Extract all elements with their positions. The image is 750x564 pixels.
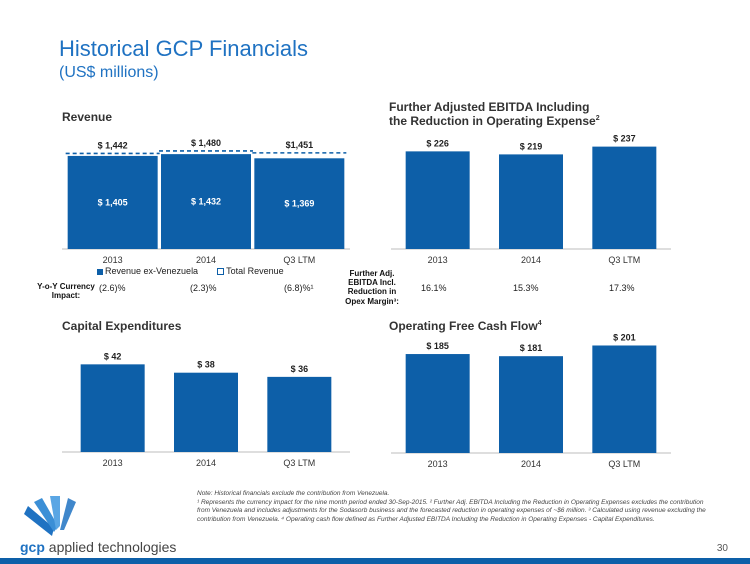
page-subtitle: (US$ millions)	[59, 64, 159, 81]
total-label-2: $1,451	[286, 140, 314, 150]
bar-value-label-2: $ 201	[613, 333, 636, 342]
page-number: 30	[716, 543, 728, 554]
revenue-legend: Revenue ex-Venezuela Total Revenue	[97, 266, 284, 276]
x-tick-label-2: Q3 LTM	[283, 255, 315, 265]
bar-value-label-0: $ 226	[426, 138, 449, 148]
x-tick-label-2: Q3 LTM	[608, 459, 640, 469]
currency-impact-2014: (2.3)%	[190, 283, 217, 293]
total-label-1: $ 1,480	[191, 138, 221, 148]
currency-label-line2: Impact:	[51, 291, 81, 301]
currency-impact-label: Y-o-Y Currency Impact:	[34, 282, 98, 300]
ebitda-title-sup: 2	[595, 114, 600, 122]
bar-value-label-0: $ 1,405	[98, 197, 128, 207]
x-tick-label-1: 2014	[521, 459, 541, 469]
bar-value-label-1: $ 38	[197, 360, 215, 370]
bar-capex-0	[80, 364, 145, 452]
gcp-logo-icon	[24, 496, 76, 536]
x-tick-label-0: 2013	[103, 458, 123, 468]
bar-revenue-1	[161, 154, 251, 249]
bar-value-label-2: $ 1,369	[284, 199, 314, 209]
margin-label: Further Adj. EBITDA Incl. Reduction in O…	[340, 269, 404, 306]
brand-name-bold: gcp	[20, 539, 45, 555]
currency-impact-2013: (2.6)%	[99, 283, 126, 293]
bar-ebitda-1	[499, 154, 563, 249]
ebitda-title-line2: the Reduction in Operating Expense	[389, 113, 596, 128]
brand-name: gcp applied technologies	[20, 539, 176, 555]
bar-value-label-1: $ 219	[520, 141, 543, 151]
currency-impact-q3ltm: (6.8)%¹	[284, 283, 314, 293]
x-tick-label-1: 2014	[196, 458, 216, 468]
capex-chart-title: Capital Expenditures	[62, 319, 182, 333]
bar-revenue-2	[254, 158, 345, 249]
margin-q3ltm: 17.3%	[609, 283, 635, 293]
margin-2013: 16.1%	[421, 283, 447, 293]
revenue-chart-title: Revenue	[62, 110, 113, 124]
margin-label-line4: Opex Margin³:	[345, 296, 399, 306]
brand-name-rest: applied technologies	[44, 539, 177, 555]
ebitda-chart-title: Further Adjusted EBITDA Including the Re…	[389, 100, 600, 129]
bar-ofcf-0	[405, 354, 470, 453]
bar-ebitda-2	[592, 146, 657, 249]
legend-swatch-outline	[217, 268, 225, 276]
ofcf-title-sup: 4	[537, 320, 542, 327]
ebitda-title-line1: Further Adjusted EBITDA Including	[389, 100, 590, 114]
bar-value-label-1: $ 181	[520, 343, 543, 353]
ofcf-title-text: Operating Free Cash Flow	[389, 319, 538, 333]
bar-capex-2	[267, 376, 332, 452]
capex-chart: $ 42 2013 $ 38 2014 $ 36 Q3 LTM	[62, 351, 350, 468]
footnote-line2: ¹ Represents the currency impact for the…	[197, 498, 706, 523]
x-tick-label-0: 2013	[428, 459, 448, 469]
x-tick-label-0: 2013	[103, 255, 123, 265]
x-tick-label-2: Q3 LTM	[283, 458, 315, 468]
bar-value-label-2: $ 237	[613, 134, 636, 144]
page-title: Historical GCP Financials	[59, 36, 309, 61]
bar-value-label-1: $ 1,432	[191, 197, 221, 207]
total-label-0: $ 1,442	[98, 140, 128, 150]
ofcf-chart: $ 185 2013 $ 181 2014 $ 201 Q3 LTM	[391, 333, 671, 469]
ofcf-chart-title: Operating Free Cash Flow4	[389, 319, 542, 334]
legend-swatch-solid	[97, 268, 103, 275]
bar-value-label-0: $ 185	[426, 341, 449, 351]
bar-ofcf-2	[592, 345, 657, 453]
ebitda-chart: $ 226 2013 $ 219 2014 $ 237 Q3 LTM	[391, 134, 671, 265]
margin-label-line3: Reduction in	[347, 287, 397, 297]
legend-label-revenue-ex-venezuela: Revenue ex-Venezuela	[105, 266, 199, 276]
revenue-chart: $ 1,442 $ 1,405 2013 $ 1,480 $ 1,432 2014 $1,4…	[62, 138, 350, 265]
x-tick-label-0: 2013	[428, 255, 448, 265]
legend-label-total-revenue: Total Revenue	[226, 266, 284, 276]
footnote-line1: Note: Historical financials exclude the …	[197, 490, 390, 497]
margin-2014: 15.3%	[513, 283, 539, 293]
bar-value-label-2: $ 36	[291, 364, 309, 374]
bar-ofcf-1	[499, 356, 563, 453]
margin-label-line1: Further Adj.	[349, 269, 395, 278]
x-tick-label-1: 2014	[521, 255, 541, 265]
bar-revenue-0	[67, 155, 158, 249]
bottom-bar	[0, 558, 750, 564]
margin-label-line2: EBITDA Incl.	[348, 278, 396, 288]
footnote: Note: Historical financials exclude the …	[197, 490, 717, 524]
x-tick-label-1: 2014	[196, 255, 216, 265]
x-tick-label-2: Q3 LTM	[608, 255, 640, 265]
bar-capex-1	[174, 372, 238, 452]
currency-label-line1: Y-o-Y Currency	[37, 282, 95, 291]
bar-ebitda-0	[405, 151, 470, 249]
bar-value-label-0: $ 42	[104, 351, 122, 361]
